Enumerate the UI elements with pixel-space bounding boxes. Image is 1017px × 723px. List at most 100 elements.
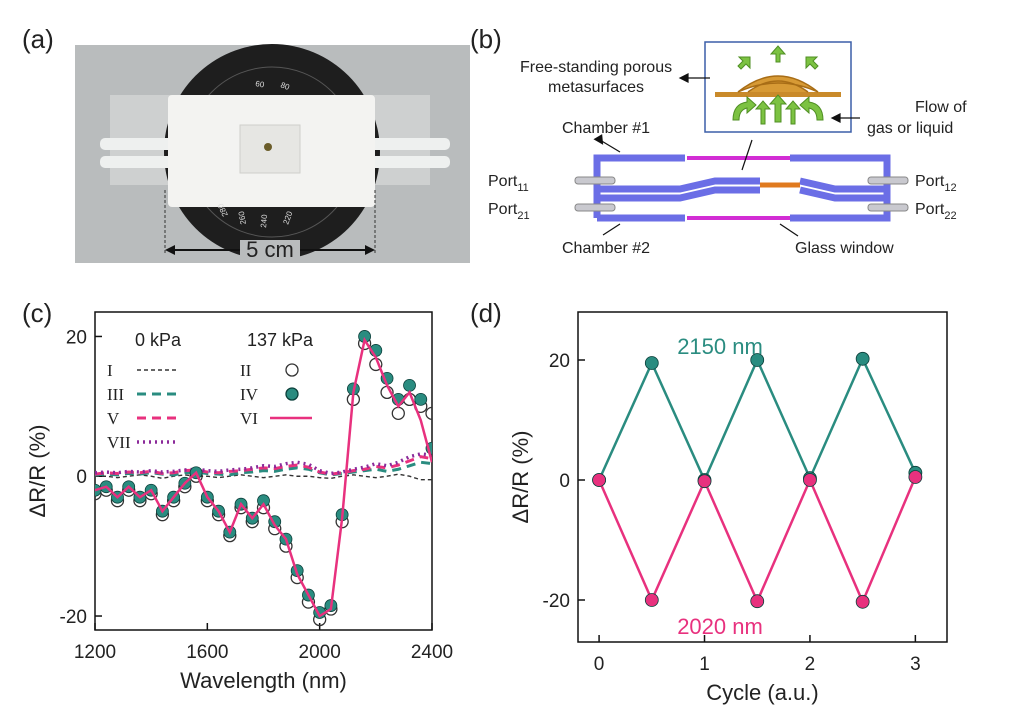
y-tick-label: 0 (559, 471, 570, 492)
label-line: metasurfaces (548, 79, 644, 96)
panel-label: (a) (22, 24, 54, 54)
plot-area (592, 351, 923, 609)
data-point (750, 594, 765, 609)
port-sub: 12 (944, 182, 956, 194)
x-tick-label: 2400 (411, 642, 453, 663)
label-line: Free-standing porous (520, 59, 672, 76)
metasurface-label: Free-standing porous metasurfaces (520, 59, 677, 96)
window-label: Glass window (795, 240, 894, 257)
x-tick-label: 1 (699, 654, 710, 675)
data-point (855, 594, 870, 609)
legend-label: VII (107, 433, 131, 452)
y-axis-label: ΔR/R (%) (508, 431, 533, 524)
y-tick-label: 20 (549, 351, 570, 372)
x-tick-label: 1600 (186, 642, 228, 663)
data-point (803, 473, 817, 487)
port-sub: 11 (517, 182, 528, 194)
data-point (855, 351, 870, 366)
data-point (750, 353, 765, 367)
y-tick-label: 20 (66, 327, 87, 348)
data-point (425, 406, 432, 420)
y-axis-label: ΔR/R (%) (25, 425, 50, 518)
x-tick-label: 3 (910, 654, 921, 675)
legend-header: 0 kPa (135, 330, 182, 350)
chamber-label: Chamber #1 (562, 120, 650, 137)
label-line: gas or liquid (867, 120, 953, 137)
dial-label: 220 (281, 210, 294, 226)
flow-label: Flow of gas or liquid (867, 99, 971, 137)
x-tick-label: 1200 (74, 642, 116, 663)
x-tick-label: 2000 (299, 642, 341, 663)
data-point (697, 474, 712, 489)
flow-arrows (732, 45, 824, 125)
plot-frame (577, 311, 948, 643)
plot-area (95, 330, 432, 627)
port-text: Port (915, 201, 945, 218)
port-sub: 22 (944, 210, 956, 222)
legend-label: IV (240, 385, 259, 404)
ports (574, 176, 909, 212)
series-line (597, 355, 917, 484)
tube (100, 138, 180, 150)
port-text: Port (915, 173, 945, 190)
tube (100, 156, 180, 168)
diagram-panel: (b) (470, 24, 971, 257)
x-tick-label: 2 (805, 654, 816, 675)
dial-label: 260 (237, 210, 248, 225)
series-annotation: 2020 nm (677, 614, 763, 639)
port-sub: 21 (517, 210, 529, 222)
y-tick-label: 0 (76, 467, 87, 488)
port-text: Port (488, 173, 518, 190)
scale-label: 5 cm (246, 237, 294, 262)
data-point (908, 470, 923, 484)
x-axis-label: Wavelength (nm) (180, 668, 347, 693)
legend-label: I (107, 361, 113, 380)
tube (360, 156, 450, 168)
legend-label: III (107, 385, 124, 404)
dial-label: 240 (259, 214, 269, 229)
port-label: Port12 (915, 173, 957, 194)
legend-label: II (240, 361, 252, 380)
series-line (95, 473, 432, 481)
dial-label: 60 (255, 79, 266, 90)
legend-swatch (285, 363, 299, 377)
label-backdrop (240, 240, 300, 260)
legend-header: 137 kPa (247, 330, 314, 350)
label-line: Flow of (915, 99, 967, 116)
tube (360, 138, 450, 150)
data-point (403, 378, 416, 392)
port-label: Port11 (488, 173, 529, 194)
port-text: Port (488, 201, 518, 218)
series-line (95, 460, 432, 477)
legend-label: V (107, 409, 120, 428)
port-label: Port21 (488, 201, 530, 222)
series-line (95, 452, 432, 476)
data-point (644, 356, 659, 370)
x-tick-label: 0 (594, 654, 605, 675)
panel-label: (c) (22, 298, 52, 328)
series-line (597, 476, 917, 605)
chamber-label: Chamber #2 (562, 240, 650, 257)
legend-swatch (285, 387, 299, 401)
metasurface-bulge (737, 75, 819, 93)
panel-label: (b) (470, 24, 502, 54)
dial-label: 80 (279, 80, 291, 92)
data-point (592, 473, 606, 487)
data-point (414, 392, 428, 406)
y-tick-label: -20 (60, 607, 87, 628)
data-point (391, 406, 405, 420)
port-label: Port22 (915, 201, 957, 222)
sample (264, 143, 272, 151)
chamber-walls (593, 154, 891, 222)
y-tick-label: -20 (543, 591, 570, 612)
series-line (95, 455, 432, 476)
series-line (95, 336, 432, 618)
x-axis-label: Cycle (a.u.) (706, 680, 818, 705)
panel-label: (d) (470, 298, 502, 328)
photo-panel: 5 cm (a) 60 80 220 240 260 280 (22, 24, 470, 263)
pointer-arrows (593, 73, 860, 237)
legend-label: VI (240, 409, 258, 428)
data-point (644, 593, 659, 607)
